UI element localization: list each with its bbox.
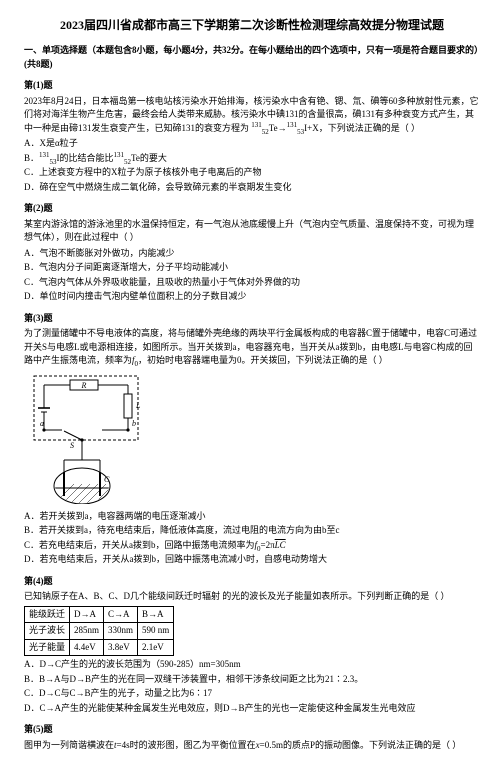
q3-optC-sqrt: LC: [275, 540, 286, 550]
q3-option-a: A．若开关拨到a，电容器两端的电压逐渐减小: [24, 510, 480, 524]
q1-option-c: C．上述衰变方程中的X粒子为原子核核外电子电离后的产物: [24, 166, 480, 180]
q5-stem-1: 图甲为一列简谐横波在: [24, 740, 114, 750]
svg-text:a: a: [40, 419, 44, 428]
q4-option-b: B．B→A与D→B产生的光在同一双缝干涉装置中，相邻干涉条纹间距之比为21∶2.…: [24, 673, 480, 687]
svg-text:R: R: [81, 381, 87, 390]
q1-option-b: B．13153I的比结合能比13152Te的要大: [24, 152, 480, 166]
q5-head: 第(5)题: [24, 723, 480, 737]
cell: C→A: [104, 606, 138, 623]
q2-option-c: C．气泡内气体从外界吸收能量，且吸收的热量小于气体对外界做的功: [24, 276, 480, 290]
cell: B→A: [138, 606, 174, 623]
q3-option-c: C．若充电结束后，开关从a拨到b，回路中振荡电流频率为f0=2πLC: [24, 539, 480, 553]
table-row: 光子能量 4.4eV 3.8eV 2.1eV: [25, 639, 174, 656]
q3-head: 第(3)题: [24, 312, 480, 326]
cell: 4.4eV: [70, 639, 104, 656]
q1-nuclide-i: 13153: [287, 123, 305, 133]
q1-option-d: D．碲在空气中燃烧生成二氧化碲，会导致碲元素的半衰期发生变化: [24, 181, 480, 195]
q1-eq-1: Te→: [269, 123, 287, 133]
q1-stem: 2023年8月24日，日本福岛第一核电站核污染水开始排海，核污染水中含有铯、锶、…: [24, 95, 480, 136]
q4-table: 能级跃迁 D→A C→A B→A 光子波长 285nm 330nm 590 nm…: [24, 606, 174, 657]
q1-nuclide-te: 13152: [251, 123, 269, 133]
cell: 330nm: [104, 623, 138, 640]
cell: 光子能量: [25, 639, 70, 656]
q3-optC-eq: =2π: [261, 540, 275, 550]
cell: 590 nm: [138, 623, 174, 640]
q3-stem-2: ，初始时电容器端电量为0。开关拨回，下列说法正确的是（ ）: [138, 355, 388, 365]
q4-option-a: A．D→C产生的光的波长范围为（590-285）nm=305nm: [24, 658, 480, 672]
cell: 2.1eV: [138, 639, 174, 656]
q1-optB-1: B．: [24, 153, 39, 163]
q1-stem-text-2: I+X，下列说法正确的是（ ）: [304, 123, 420, 133]
q2-option-d: D．单位时间内撞击气泡内壁单位面积上的分子数目减少: [24, 290, 480, 304]
cell: 光子波长: [25, 623, 70, 640]
q2-option-b: B．气泡内分子间距离逐渐增大，分子平均动能减小: [24, 261, 480, 275]
svg-text:S: S: [70, 441, 74, 450]
q2-stem: 某室内游泳馆的游泳池里的水温保持恒定，有一气泡从池底缓慢上升（气泡内空气质量、温…: [24, 218, 480, 245]
q4-head: 第(4)题: [24, 575, 480, 589]
q3-option-d: D．若充电结束后，开关从a拨到b，回路中振荡电流减小时，自感电动势增大: [24, 553, 480, 567]
q2-head: 第(2)题: [24, 202, 480, 216]
q5-stem-2: 时的波形图，图乙为平衡位置在: [130, 740, 256, 750]
q2-option-a: A．气泡不断膨胀对外做功，内能减少: [24, 247, 480, 261]
q3-circuit-figure: R L a b S: [24, 374, 480, 504]
q4-stem: 已知钠原子在A、B、C、D几个能级间跃迁时辐射 的光的波长及光子能量如表所示。下…: [24, 590, 480, 604]
q1-optB-nuclide-i: 13153: [39, 153, 57, 163]
q5-x: x=0.5m: [256, 740, 283, 750]
q1-optB-3: Te的要大: [131, 153, 167, 163]
svg-text:b: b: [132, 419, 136, 428]
cell: 3.8eV: [104, 639, 138, 656]
q4-option-c: C．D→C与C→B产生的光子，动量之比为6∶17: [24, 687, 480, 701]
q1-optB-nuclide-te: 13152: [114, 153, 132, 163]
q5-stem: 图甲为一列简谐横波在t=4s时的波形图，图乙为平衡位置在x=0.5m的质点P的振…: [24, 739, 480, 753]
q1-option-a: A．X是α粒子: [24, 137, 480, 151]
cell: 285nm: [70, 623, 104, 640]
cell: D→A: [70, 606, 104, 623]
cell: 能级跃迁: [25, 606, 70, 623]
q3-option-b: B．若开关拨到a，待充电结束后，降低液体高度，流过电阻的电流方向为由b至c: [24, 524, 480, 538]
q5-stem-3: 的质点P的振动图像。下列说法正确的是（ ）: [283, 740, 461, 750]
table-row: 光子波长 285nm 330nm 590 nm: [25, 623, 174, 640]
q3-optC-1: C．若充电结束后，开关从a拨到b，回路中振荡电流频率为: [24, 540, 255, 550]
exam-title: 2023届四川省成都市高三下学期第二次诊断性检测理综高效提分物理试题: [24, 16, 480, 34]
q1-head: 第(1)题: [24, 79, 480, 93]
svg-text:C: C: [104, 475, 110, 484]
table-row: 能级跃迁 D→A C→A B→A: [25, 606, 174, 623]
section-heading: 一、单项选择题（本题包含8小题，每小题4分，共32分。在每小题给出的四个选项中，…: [24, 44, 480, 71]
q1-optB-2: I的比结合能比: [57, 153, 114, 163]
q5-t: t=4s: [114, 740, 130, 750]
q3-stem: 为了测量储罐中不导电液体的高度，将与储罐外壳绝缘的两块平行金属板构成的电容器C置…: [24, 327, 480, 368]
